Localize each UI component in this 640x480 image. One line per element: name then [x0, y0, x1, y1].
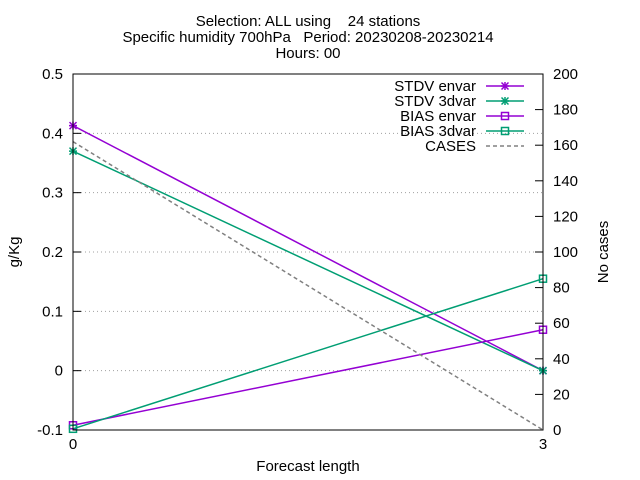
y2-tick-label-2: 40 [553, 351, 570, 368]
y2-tick-label-4: 80 [553, 280, 570, 297]
series-line-2 [72, 328, 544, 426]
y-tick-label-0: -0.1 [37, 422, 63, 439]
y2-tick-label-5: 100 [553, 244, 578, 261]
series-line-3 [72, 277, 544, 430]
legend-label-0: STDV envar [394, 78, 476, 95]
series-line-4 [72, 141, 544, 431]
y-tick-label-6: 0.5 [42, 66, 63, 83]
legend-marker-0 [500, 81, 510, 91]
title-line-1: Specific humidity 700hPa Period: 2023020… [122, 29, 493, 46]
legend-label-1: STDV 3dvar [394, 93, 476, 110]
y2-tick-label-9: 180 [553, 102, 578, 119]
x-tick-label-1: 3 [539, 436, 547, 453]
series-line-0 [72, 124, 544, 372]
x-axis-label: Forecast length [256, 458, 359, 475]
legend-label-2: BIAS envar [400, 108, 476, 125]
legend-marker-2 [500, 111, 510, 121]
y-tick-label-4: 0.3 [42, 185, 63, 202]
y-tick-label-1: 0 [55, 363, 63, 380]
chart-title: Selection: ALL using 24 stationsSpecific… [122, 13, 493, 62]
y2-tick-label-7: 140 [553, 173, 578, 190]
x-tick-label-0: 0 [69, 436, 77, 453]
legend-marker-3 [500, 126, 510, 136]
y2-tick-label-0: 0 [553, 422, 561, 439]
y2-tick-label-3: 60 [553, 315, 570, 332]
y-tick-label-5: 0.4 [42, 125, 63, 142]
grid [73, 132, 543, 372]
y-tick-label-2: 0.1 [42, 303, 63, 320]
title-line-0: Selection: ALL using 24 stations [196, 13, 421, 30]
legend-label-4: CASES [425, 138, 476, 155]
title-line-2: Hours: 00 [275, 45, 340, 62]
y2-axis-label: No cases [595, 221, 612, 284]
y2-tick-label-8: 160 [553, 137, 578, 154]
y-tick-label-3: 0.2 [42, 244, 63, 261]
legend-marker-1 [500, 96, 510, 106]
y2-tick-label-10: 200 [553, 66, 578, 83]
series-line-1 [72, 150, 544, 372]
y2-tick-label-1: 20 [553, 386, 570, 403]
y-axis-label: g/Kg [6, 237, 23, 268]
legend-label-3: BIAS 3dvar [400, 123, 476, 140]
ticks: -0.1 0 0.1 0.2 0.3 0.4 0.5 0 20 40 60 80 100 120 140 16… [37, 66, 578, 453]
y2-tick-label-6: 120 [553, 208, 578, 225]
series-layer [68, 121, 548, 434]
